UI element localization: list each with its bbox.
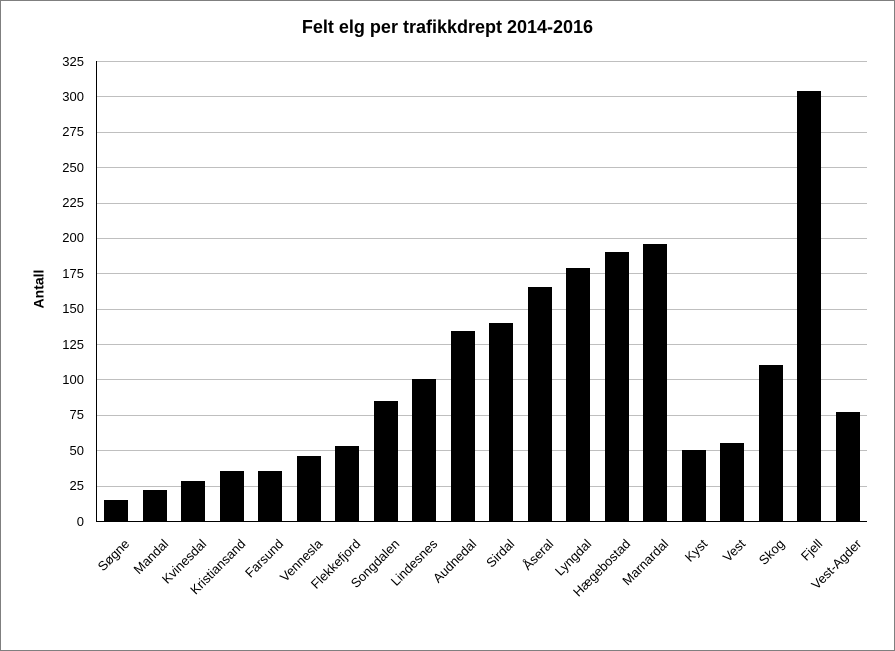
bar bbox=[104, 500, 128, 521]
ytick-label: 0 bbox=[1, 514, 84, 529]
bar bbox=[720, 443, 744, 521]
ytick-label: 50 bbox=[1, 443, 84, 458]
bar bbox=[374, 401, 398, 521]
bar bbox=[605, 252, 629, 521]
bar bbox=[797, 91, 821, 521]
bar bbox=[258, 471, 282, 521]
ytick-label: 75 bbox=[1, 407, 84, 422]
gridline bbox=[97, 344, 867, 345]
plot-area bbox=[96, 61, 867, 522]
bar bbox=[643, 244, 667, 521]
gridline bbox=[97, 379, 867, 380]
gridline bbox=[97, 309, 867, 310]
bar bbox=[759, 365, 783, 521]
ytick-label: 200 bbox=[1, 230, 84, 245]
bar bbox=[528, 287, 552, 521]
ytick-label: 125 bbox=[1, 337, 84, 352]
bar bbox=[682, 450, 706, 521]
gridline bbox=[97, 203, 867, 204]
gridline bbox=[97, 238, 867, 239]
gridline bbox=[97, 96, 867, 97]
ytick-label: 250 bbox=[1, 160, 84, 175]
gridline bbox=[97, 486, 867, 487]
gridline bbox=[97, 450, 867, 451]
ytick-label: 150 bbox=[1, 301, 84, 316]
bar bbox=[220, 471, 244, 521]
bar bbox=[335, 446, 359, 521]
bar bbox=[451, 331, 475, 521]
gridline bbox=[97, 273, 867, 274]
gridline bbox=[97, 61, 867, 62]
bar bbox=[143, 490, 167, 521]
bar bbox=[297, 456, 321, 521]
gridline bbox=[97, 415, 867, 416]
ytick-label: 100 bbox=[1, 372, 84, 387]
ytick-label: 25 bbox=[1, 478, 84, 493]
ytick-label: 300 bbox=[1, 89, 84, 104]
chart-title: Felt elg per trafikkdrept 2014-2016 bbox=[1, 17, 894, 38]
bar bbox=[566, 268, 590, 521]
bar bbox=[412, 379, 436, 521]
gridline bbox=[97, 167, 867, 168]
bar bbox=[836, 412, 860, 521]
gridline bbox=[97, 132, 867, 133]
bar bbox=[489, 323, 513, 521]
ytick-label: 325 bbox=[1, 54, 84, 69]
chart-container: Felt elg per trafikkdrept 2014-2016 Anta… bbox=[0, 0, 895, 651]
ytick-label: 175 bbox=[1, 266, 84, 281]
bar bbox=[181, 481, 205, 521]
ytick-label: 275 bbox=[1, 124, 84, 139]
ytick-label: 225 bbox=[1, 195, 84, 210]
